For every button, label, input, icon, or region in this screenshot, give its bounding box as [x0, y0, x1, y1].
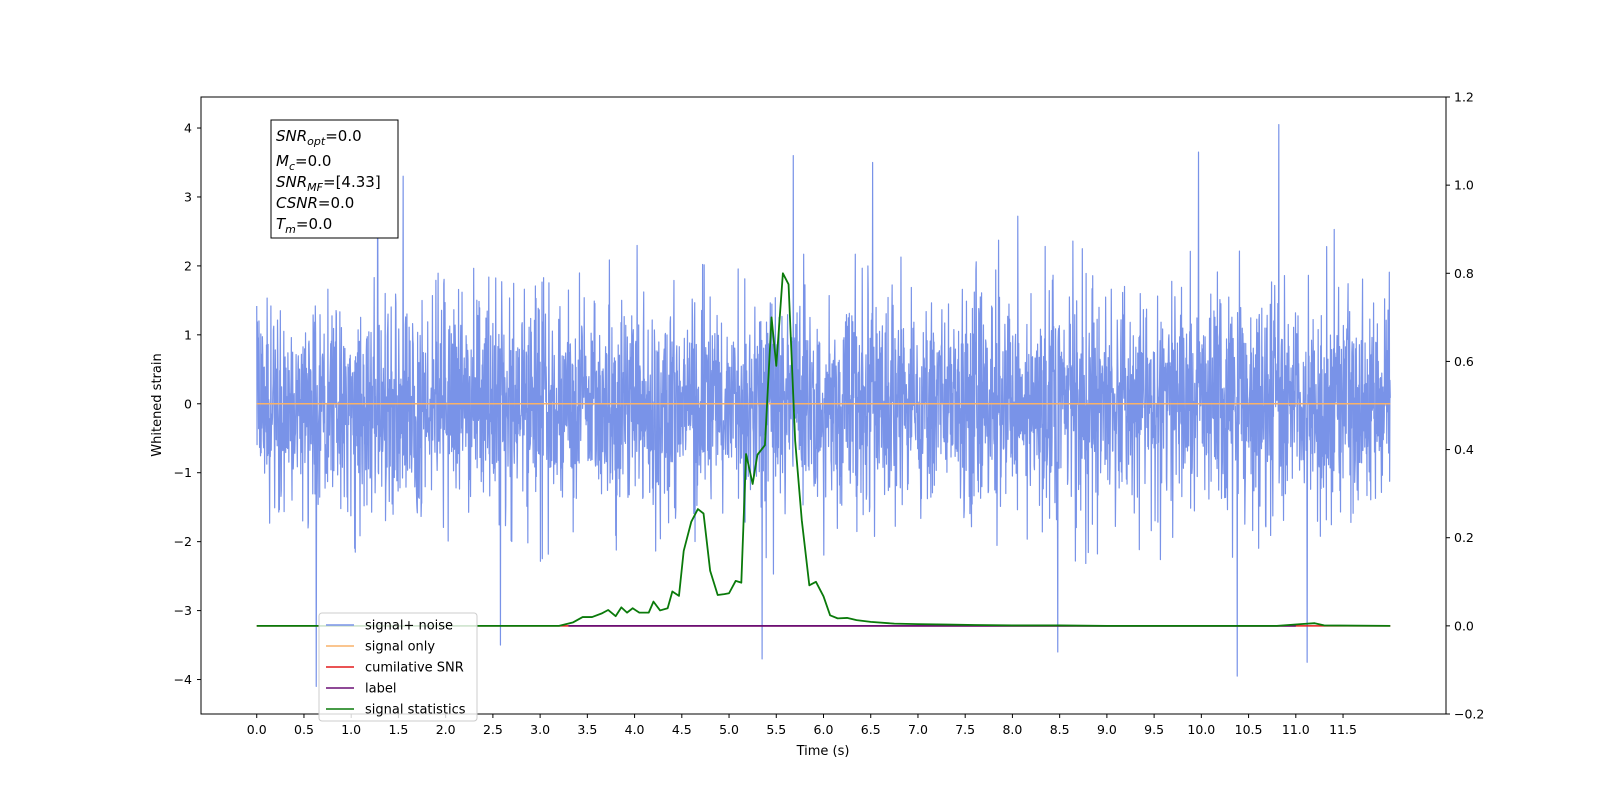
y-tick-label: 4 [184, 121, 192, 136]
series-signal-noise [256, 123, 1391, 688]
x-tick-label: 10.0 [1187, 722, 1215, 737]
legend-label: label [365, 682, 396, 697]
legend: signal+ noise signal only cumilative SNR… [318, 612, 478, 722]
x-tick-label: 10.5 [1235, 722, 1263, 737]
x-tick-label: 4.5 [672, 722, 692, 737]
legend-entry-cumilative-snr: cumilative SNR [326, 661, 464, 676]
x-tick-label: 6.0 [814, 722, 834, 737]
legend-label: cumilative SNR [365, 661, 464, 676]
x-tick-label: 9.5 [1144, 722, 1164, 737]
annotation-line-snr-mf: SNRMF=[4.33] [276, 173, 381, 194]
x-axis-title: Time (s) [796, 744, 850, 759]
legend-label: signal only [365, 640, 435, 655]
x-tick-label: 9.0 [1097, 722, 1117, 737]
x-tick-label: 5.0 [719, 722, 739, 737]
y-tick-label: −1 [174, 465, 192, 480]
x-axis: 0.0 0.5 1.0 1.5 2.0 2.5 3.0 3.5 4.0 4.5 5.0 5.5 6.0 6… [247, 714, 1357, 737]
legend-label: signal statistics [365, 703, 466, 718]
annotation-frame [270, 119, 399, 239]
x-tick-label: 0.5 [294, 722, 314, 737]
legend-entry-signal-statistics: signal statistics [326, 703, 466, 718]
y-tick-label: 1 [184, 327, 192, 342]
y-tick-label: 0 [184, 396, 192, 411]
y2-tick-label: 0.8 [1454, 266, 1474, 281]
annotation-line-csnr: CSNR=0.0 [276, 194, 354, 212]
y2-tick-label: −0.2 [1454, 707, 1484, 722]
x-tick-label: 5.5 [766, 722, 786, 737]
x-tick-label: 1.5 [388, 722, 408, 737]
x-tick-label: 6.5 [861, 722, 881, 737]
y-axis-left: 4 3 2 1 0 −1 −2 −3 −4 [174, 121, 201, 687]
series-signal-statistics [256, 272, 1391, 627]
y-tick-label: 2 [184, 258, 192, 273]
y2-tick-label: 0.6 [1454, 354, 1474, 369]
x-tick-label: 2.0 [436, 722, 456, 737]
y2-tick-label: 1.2 [1454, 90, 1474, 105]
x-tick-label: 11.0 [1282, 722, 1310, 737]
y2-tick-label: 0.0 [1454, 618, 1474, 633]
x-tick-label: 7.0 [908, 722, 928, 737]
y2-tick-label: 1.0 [1454, 178, 1474, 193]
y-tick-label: 3 [184, 189, 192, 204]
legend-entry-label: label [326, 682, 396, 697]
x-tick-label: 3.0 [530, 722, 550, 737]
y2-tick-label: 0.4 [1454, 442, 1474, 457]
y2-tick-label: 0.2 [1454, 530, 1474, 545]
x-tick-label: 1.0 [341, 722, 361, 737]
x-tick-label: 2.5 [483, 722, 503, 737]
y-axis-right: 1.2 1.0 0.8 0.6 0.4 0.2 0.0 −0.2 [1446, 90, 1484, 722]
y-axis-title: Whitened strain [150, 353, 165, 456]
y-tick-label: −2 [174, 534, 192, 549]
legend-entry-signal-only: signal only [326, 640, 435, 655]
annotation-line-mc: Mc=0.0 [276, 152, 331, 173]
x-tick-label: 0.0 [247, 722, 267, 737]
annotation-line-tm: Tm=0.0 [276, 215, 332, 236]
x-tick-label: 3.5 [577, 722, 597, 737]
x-tick-label: 11.5 [1329, 722, 1357, 737]
legend-label: signal+ noise [365, 619, 453, 634]
x-tick-label: 7.5 [955, 722, 975, 737]
annotation-box: SNRopt=0.0 Mc=0.0 SNRMF=[4.33] CSNR=0.0 … [270, 119, 399, 239]
annotation-line-snr-opt: SNRopt=0.0 [276, 127, 362, 148]
y-tick-label: −4 [174, 672, 192, 687]
legend-entry-signal-noise: signal+ noise [326, 619, 453, 634]
x-tick-label: 8.0 [1002, 722, 1022, 737]
legend-frame [318, 612, 478, 722]
y-tick-label: −3 [174, 603, 192, 618]
x-tick-label: 4.0 [625, 722, 645, 737]
x-tick-label: 8.5 [1050, 722, 1070, 737]
